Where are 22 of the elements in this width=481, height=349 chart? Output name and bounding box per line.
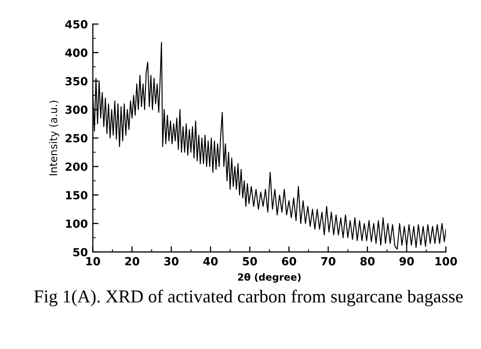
y-tick-label: 450 [65, 20, 88, 28]
y-tick-label: 250 [66, 134, 88, 142]
x-tick-label: 60 [282, 257, 296, 266]
y-axis-title: Intensity (a.u.) [49, 100, 60, 176]
y-tick-label: 100 [66, 219, 88, 228]
y-tick-label: 200 [66, 162, 88, 171]
x-tick-label: 30 [164, 257, 178, 266]
x-tick-label: 20 [125, 257, 140, 266]
y-tick-label: 150 [66, 190, 88, 200]
y-tick-label: 50 [73, 248, 88, 256]
x-tick-label: 100 [436, 257, 457, 266]
x-tick-label: 40 [203, 257, 218, 266]
x-tick-label: 70 [321, 257, 336, 266]
y-tick-label: 350 [66, 77, 88, 86]
x-tick-label: 50 [242, 257, 257, 266]
caption: Fig 1(A). XRD of activated carbon from sugarcane bagasse [34, 290, 463, 306]
x-tick-label: 10 [86, 257, 100, 266]
x-axis-title: 2θ (degree) [238, 273, 301, 283]
x-tick-label: 90 [400, 257, 414, 266]
x-tick-label: 80 [360, 257, 375, 266]
y-tick-label: 300 [66, 106, 88, 114]
y-tick-label: 400 [65, 48, 88, 57]
